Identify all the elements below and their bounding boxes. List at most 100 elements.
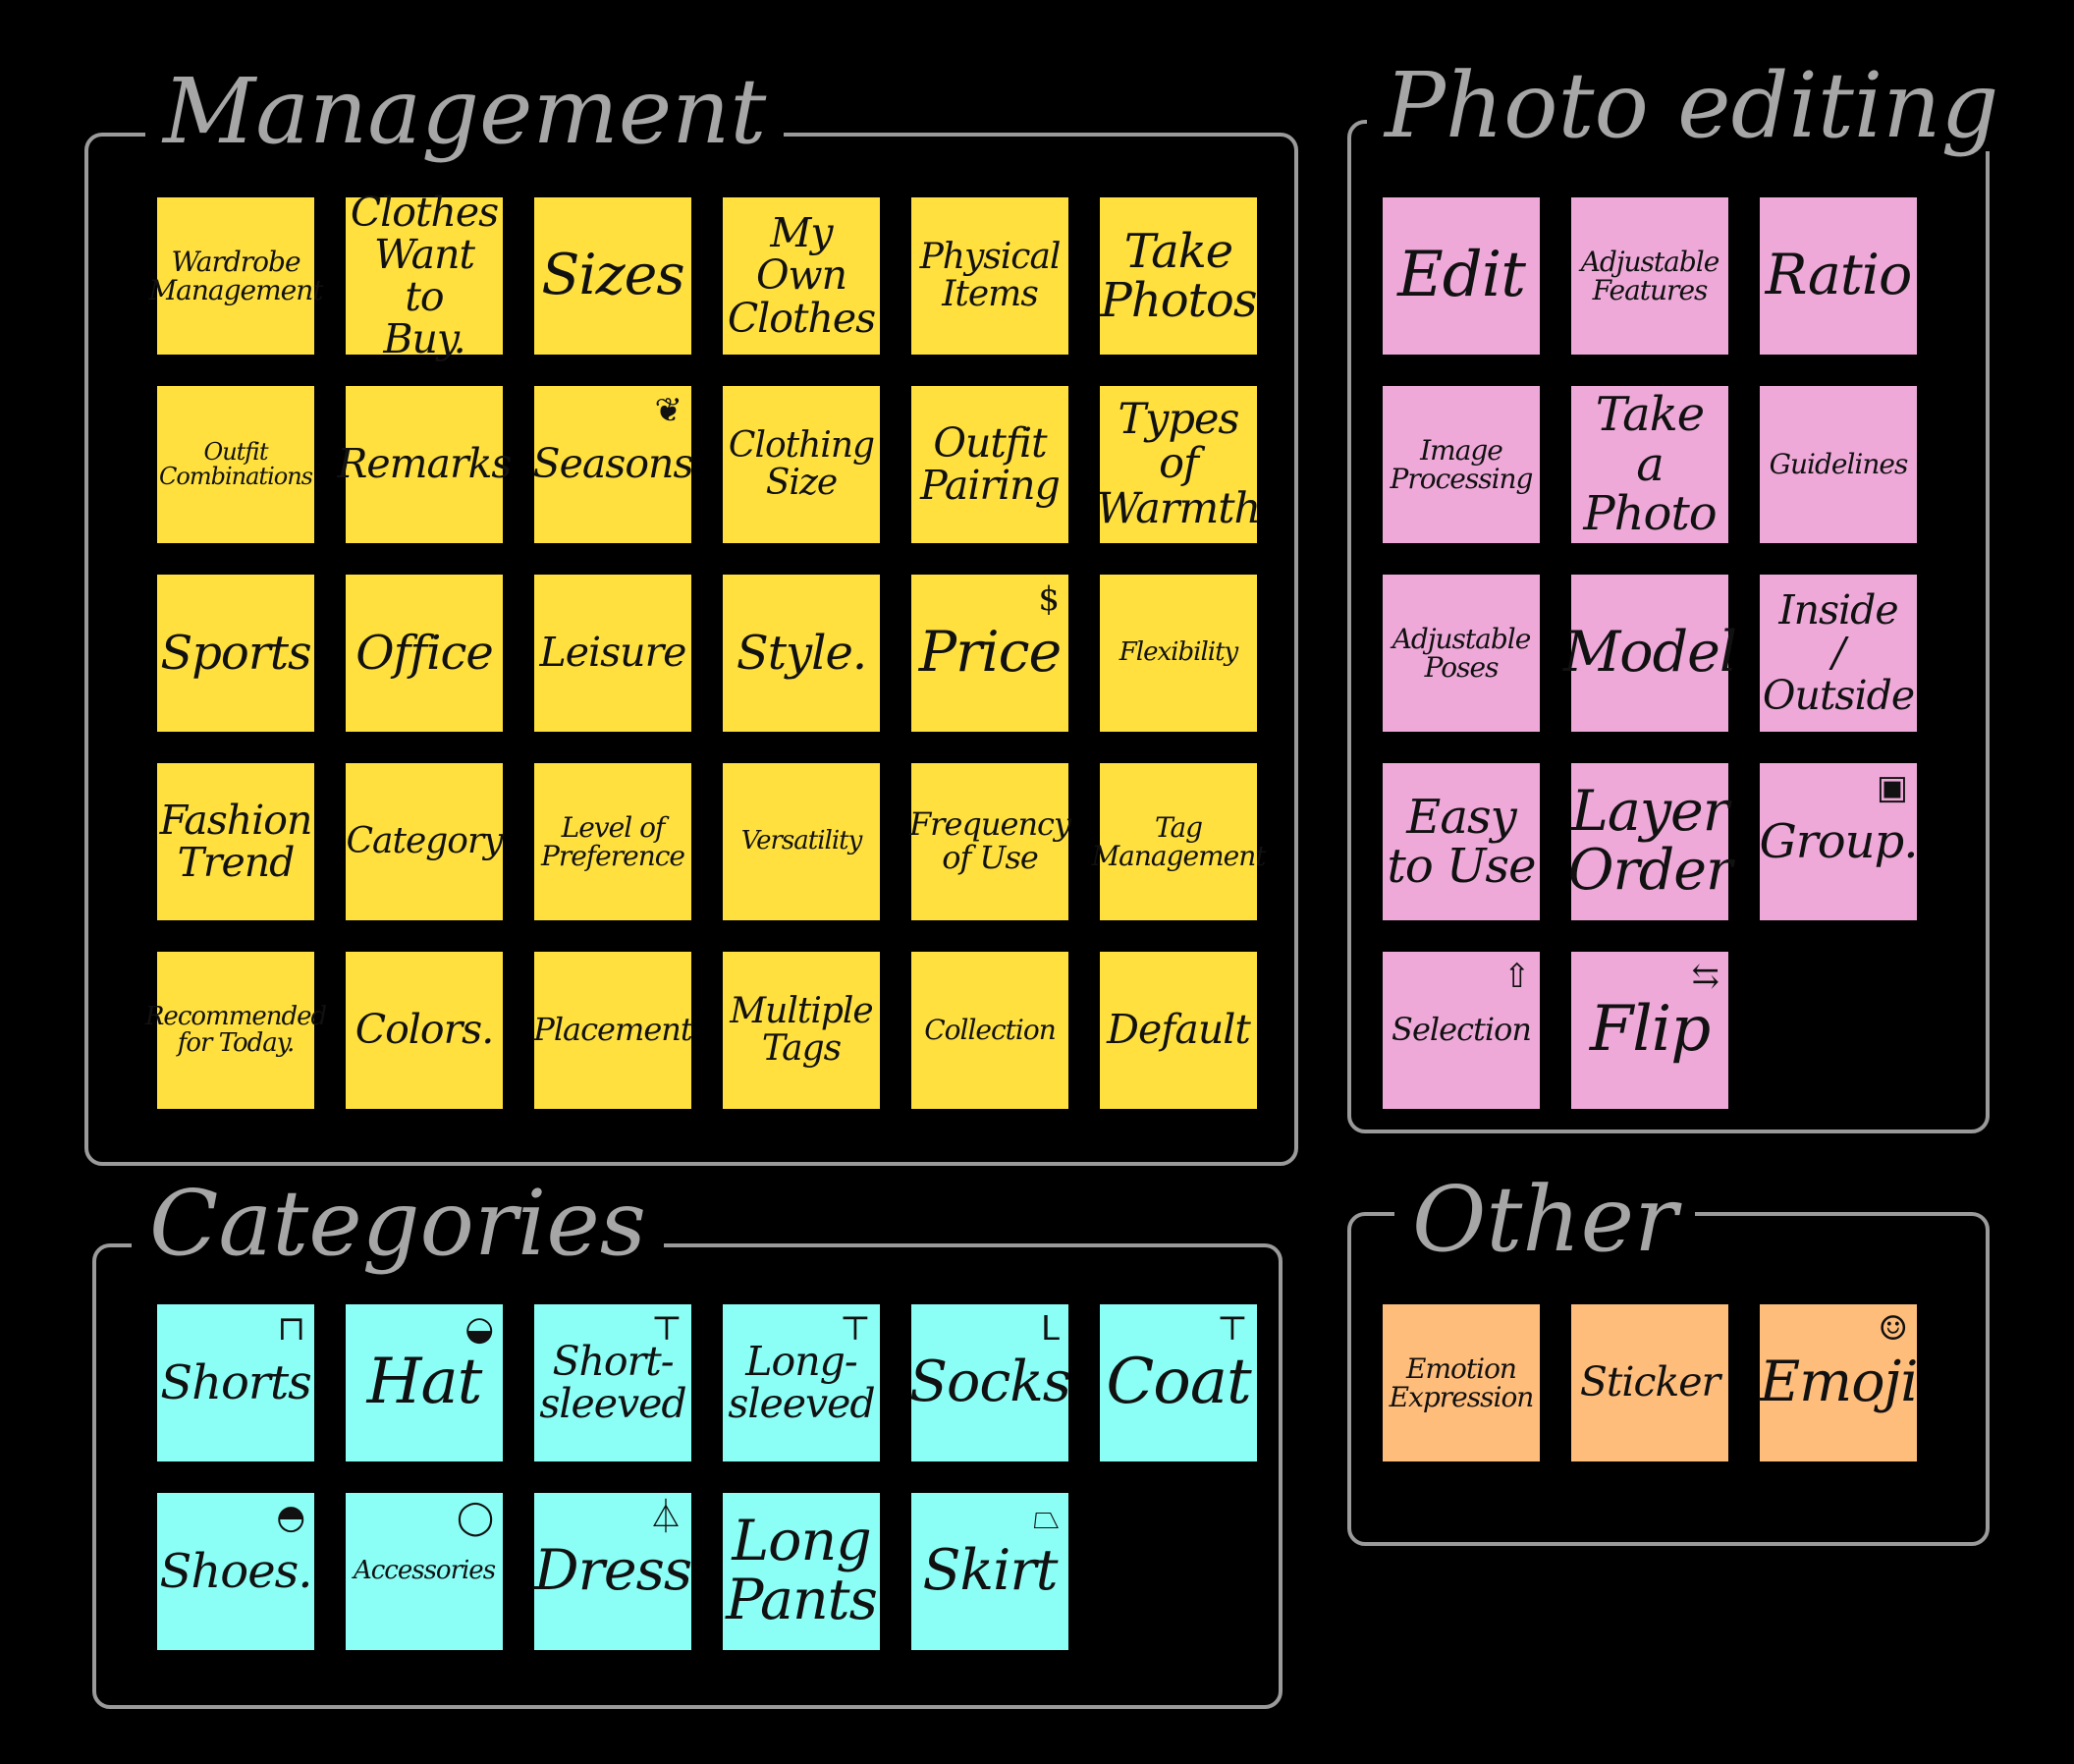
sticky-note-label: Selection (1392, 1011, 1532, 1049)
sticky-note[interactable]: Group. ▣ (1759, 763, 1919, 920)
sticky-note[interactable]: Clothing Size (723, 386, 880, 543)
sticky-note[interactable]: Multiple Tags (723, 952, 880, 1109)
sticky-note[interactable]: Sizes (534, 197, 691, 355)
sticky-note-label: Shoes. (159, 1543, 313, 1599)
sticky-note-label: Adjustable Poses (1392, 622, 1532, 684)
sticky-note[interactable]: Image Processing (1383, 386, 1540, 543)
sticky-note[interactable]: Sticker (1571, 1304, 1728, 1461)
sticky-note[interactable]: Guidelines (1760, 386, 1917, 543)
dress-icon: ⏃ (649, 1498, 682, 1537)
sticky-note-label: Category (346, 821, 503, 862)
group-icon: ▣ (1876, 768, 1908, 807)
sticky-note[interactable]: Take Photos (1100, 197, 1257, 355)
sticky-note[interactable]: Default (1100, 952, 1257, 1109)
sticky-note[interactable]: Dress ⏃ (534, 1493, 692, 1650)
sticky-note-label: Short- sleeved (539, 1337, 686, 1427)
sticky-note[interactable]: Fashion Trend (157, 763, 314, 920)
sticky-note[interactable]: Office (346, 575, 503, 732)
sticky-note[interactable]: Skirt ⏢ (911, 1493, 1068, 1650)
sticky-note[interactable]: Long Pants (723, 1493, 880, 1650)
sticky-note-label: Take a Photo (1583, 387, 1717, 542)
sticky-note[interactable]: Emotion Expression (1383, 1304, 1540, 1461)
sticky-note[interactable]: Selection ⇧ (1383, 952, 1540, 1109)
sticky-note-label: Easy to Use (1387, 789, 1537, 894)
sticky-note[interactable]: Recommended for Today. (145, 952, 327, 1109)
sticky-note[interactable]: Take a Photo (1571, 386, 1728, 543)
sticky-note[interactable]: Hat ◒ (346, 1304, 503, 1461)
sticky-note[interactable]: Colors. (346, 952, 503, 1109)
sticky-note[interactable]: Clothes Want to Buy. (346, 191, 503, 360)
sticky-note[interactable]: Short- sleeved ⊤ (534, 1304, 691, 1461)
sticky-note[interactable]: Outfit Pairing (911, 386, 1068, 543)
sticky-note-label: Shorts (160, 1354, 312, 1410)
sticky-note[interactable]: Price $ (911, 575, 1068, 732)
skirt-icon: ⏢ (1032, 1498, 1060, 1537)
sticky-note[interactable]: Inside / Outside (1760, 575, 1917, 732)
sticky-note-label: Skirt (922, 1538, 1059, 1604)
necklace-icon: ◯ (456, 1498, 494, 1537)
sticky-note[interactable]: Long- sleeved ⊤ (723, 1304, 880, 1461)
categories-title: Categories (132, 1179, 664, 1269)
flip-icon: ⇆ (1691, 957, 1719, 996)
sticky-note-label: Flip (1589, 993, 1711, 1067)
sticky-note-label: Layer Order (1567, 779, 1732, 903)
photo-editing-title: Photo editing (1367, 61, 2017, 151)
sticky-note[interactable]: Versatility (723, 763, 880, 920)
sticky-note[interactable]: Sports (157, 575, 314, 732)
sticky-note-label: Seasons (532, 440, 694, 488)
sticky-note[interactable]: Remarks (338, 386, 512, 543)
categories-frame (92, 1243, 1283, 1709)
sticky-note[interactable]: Adjustable Features (1571, 197, 1728, 355)
sticky-note[interactable]: Collection (911, 952, 1068, 1109)
sticky-note[interactable]: Level of Preference (534, 763, 691, 920)
sticky-note[interactable]: Adjustable Poses (1383, 575, 1540, 732)
sticky-note[interactable]: Shorts ⊓ (157, 1304, 314, 1461)
sticky-note[interactable]: Easy to Use (1383, 763, 1540, 920)
other-title: Other (1394, 1175, 1696, 1265)
sticky-note[interactable]: Layer Order (1567, 763, 1732, 920)
sticky-note[interactable]: Flexibility (1100, 575, 1257, 732)
sticky-note[interactable]: Ratio (1760, 197, 1917, 355)
sticky-note-label: Adjustable Features (1580, 245, 1720, 306)
sticky-note-label: Coat (1106, 1346, 1251, 1419)
sticky-note[interactable]: Leisure (534, 575, 691, 732)
sticky-note-label: Clothes Want to Buy. (350, 188, 499, 363)
sticky-note[interactable]: Placement (533, 952, 693, 1109)
sticky-note[interactable]: Edit (1383, 197, 1540, 355)
shoe-icon: ◓ (276, 1498, 305, 1537)
sticky-note-label: Hat (366, 1346, 483, 1419)
leaf-icon: ❦ (654, 391, 682, 430)
sticky-note-label: Image Processing (1390, 433, 1534, 495)
sticky-note[interactable]: Frequency of Use (908, 763, 1071, 920)
sticky-note-label: Placement (533, 1011, 692, 1049)
sticky-note[interactable]: Types of Warmth (1097, 386, 1261, 543)
sticky-note-label: Frequency of Use (908, 805, 1071, 876)
sticky-note[interactable]: Physical Items (911, 197, 1068, 355)
socks-icon: ᒪ (1041, 1309, 1060, 1349)
sticky-note-label: Recommended for Today. (144, 1001, 327, 1058)
sticky-note[interactable]: Shoes. ◓ (157, 1493, 314, 1650)
sticky-note[interactable]: Accessories ◯ (346, 1493, 503, 1650)
sticky-note[interactable]: Tag Management (1092, 763, 1267, 920)
sticky-note[interactable]: Style. (723, 575, 880, 732)
sticky-note[interactable]: Emoji ☺ (1760, 1304, 1918, 1461)
smiley-icon: ☺ (1878, 1309, 1909, 1349)
sticky-note-label: Long- sleeved (728, 1337, 875, 1427)
sticky-note[interactable]: Category (346, 763, 504, 920)
sticky-note[interactable]: Socks ᒪ (909, 1304, 1071, 1461)
long-sleeve-icon: ⊤ (840, 1309, 871, 1349)
sticky-note[interactable]: Seasons ❦ (532, 386, 694, 543)
sticky-note-label: Fashion Trend (159, 796, 313, 886)
sticky-note-label: Default (1107, 1006, 1251, 1054)
sticky-note[interactable]: Flip ⇆ (1571, 952, 1728, 1109)
management-title: Management (145, 67, 785, 157)
sticky-note[interactable]: Outfit Combinations (157, 386, 314, 543)
sticky-note-label: Inside / Outside (1762, 586, 1915, 719)
sticky-note[interactable]: My Own Clothes (723, 197, 880, 355)
sticky-note-label: Multiple Tags (730, 991, 873, 1069)
sticky-note-label: Physical Items (919, 237, 1062, 314)
sticky-note[interactable]: Wardrobe Management (149, 197, 324, 355)
sticky-note[interactable]: Model (1563, 575, 1737, 732)
sticky-note-label: Take Photos (1100, 223, 1258, 328)
sticky-note[interactable]: Coat ⊤ (1100, 1304, 1257, 1461)
